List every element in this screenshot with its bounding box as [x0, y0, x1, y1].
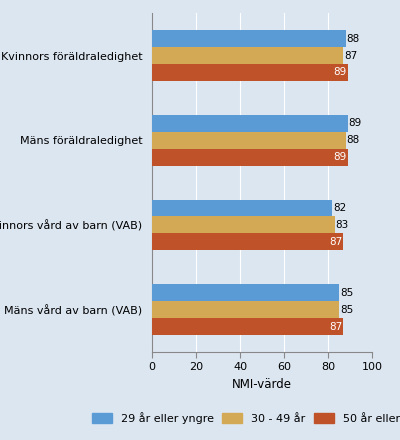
Text: 89: 89 [334, 67, 347, 77]
Bar [152, 64, 348, 81]
Bar [152, 233, 343, 250]
Bar [152, 284, 339, 301]
Bar [152, 47, 343, 64]
Text: 82: 82 [333, 203, 346, 213]
Bar [152, 115, 348, 132]
Text: 85: 85 [340, 304, 353, 315]
Bar [152, 200, 332, 216]
Bar [152, 318, 343, 335]
Bar [152, 132, 346, 149]
Text: 87: 87 [329, 322, 342, 332]
Bar [152, 216, 334, 234]
Text: 89: 89 [334, 152, 347, 162]
Text: 85: 85 [340, 288, 353, 298]
Text: 88: 88 [346, 135, 360, 145]
Legend: 29 år eller yngre, 30 - 49 år, 50 år eller äldre: 29 år eller yngre, 30 - 49 år, 50 år ell… [92, 412, 400, 424]
Text: 87: 87 [344, 51, 358, 61]
Text: 87: 87 [329, 237, 342, 247]
Text: 89: 89 [349, 118, 362, 128]
Bar [152, 301, 339, 318]
Text: 83: 83 [336, 220, 349, 230]
Text: 88: 88 [346, 33, 360, 44]
Bar [152, 30, 346, 47]
X-axis label: NMI-värde: NMI-värde [232, 378, 292, 391]
Bar [152, 149, 348, 165]
